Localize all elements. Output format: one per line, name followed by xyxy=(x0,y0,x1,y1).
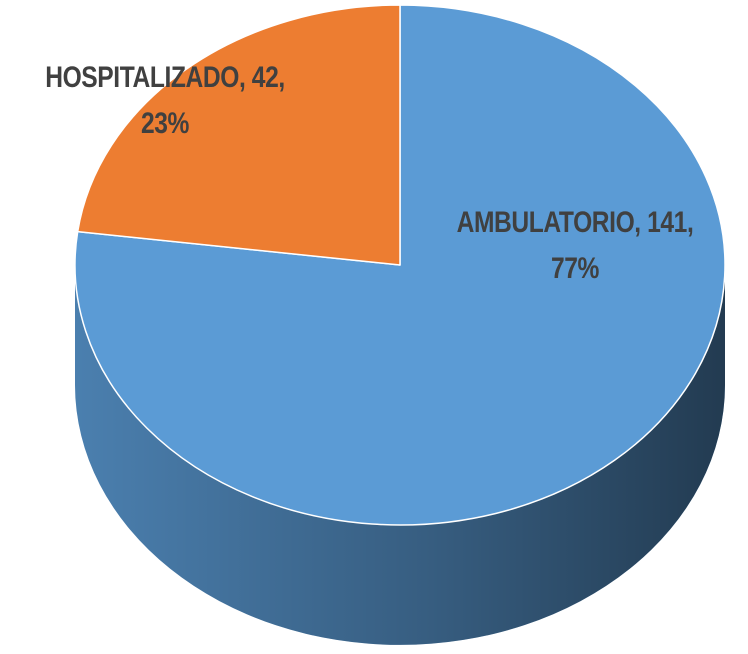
data-label: HOSPITALIZADO, 42, 23% xyxy=(45,61,285,140)
data-label: AMBULATORIO, 141, 77% xyxy=(456,206,694,285)
side-shade xyxy=(75,265,725,645)
slice xyxy=(76,4,401,266)
